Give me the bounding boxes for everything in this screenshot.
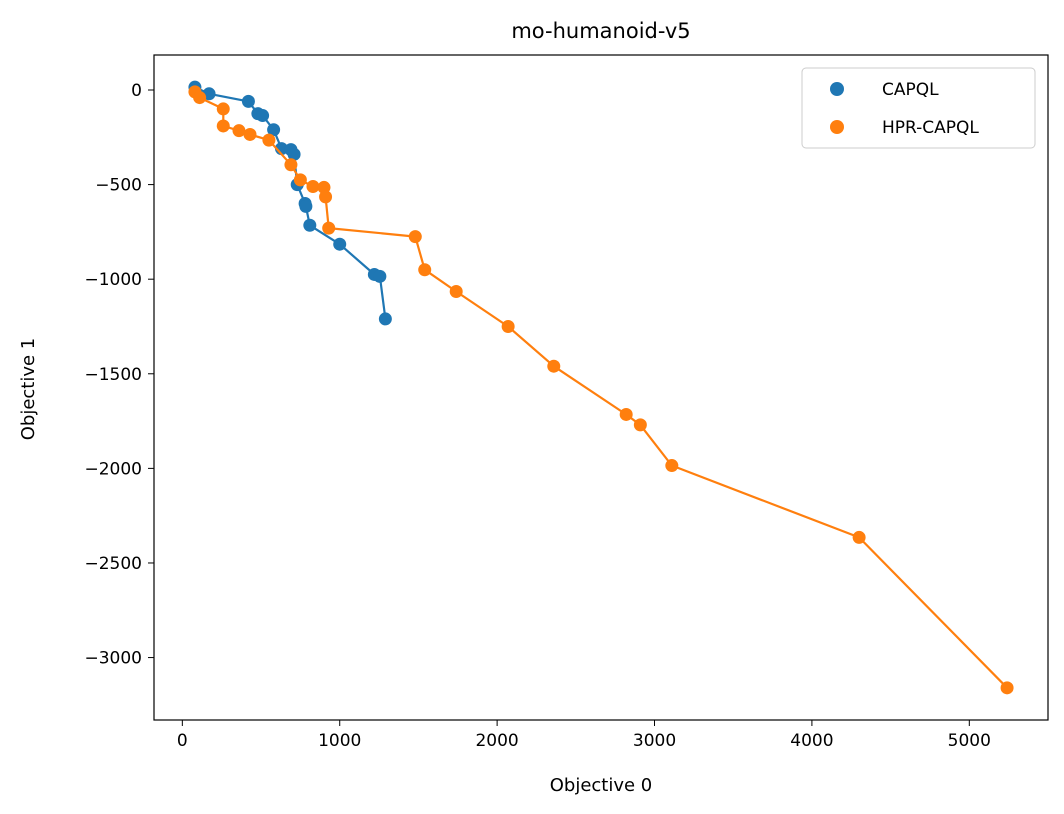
data-point-capql	[299, 199, 313, 213]
x-axis-ticks: 0 1000 2000 3000 4000 5000	[177, 720, 991, 751]
data-point-capql	[333, 237, 347, 251]
legend: CAPQL HPR-CAPQL	[801, 67, 1036, 149]
data-point-hpr-capql	[319, 190, 333, 204]
y-tick-label: −2500	[84, 554, 142, 574]
data-point-capql	[303, 218, 317, 232]
data-point-capql	[287, 147, 301, 161]
data-point-hpr-capql	[852, 530, 866, 544]
data-point-capql	[241, 94, 255, 108]
data-point-hpr-capql	[306, 179, 320, 193]
data-point-hpr-capql	[449, 284, 463, 298]
x-tick-label: 2000	[475, 731, 518, 751]
data-point-hpr-capql	[1000, 681, 1014, 695]
data-point-hpr-capql	[232, 124, 246, 138]
legend-label-hpr-capql: HPR-CAPQL	[882, 118, 979, 138]
data-point-hpr-capql	[322, 221, 336, 235]
data-point-hpr-capql	[216, 102, 230, 116]
data-point-hpr-capql	[501, 319, 515, 333]
y-axis-label: Objective 1	[18, 338, 39, 441]
data-point-hpr-capql	[408, 230, 422, 244]
y-tick-label: −3000	[84, 649, 142, 669]
x-tick-label: 1000	[318, 731, 361, 751]
data-point-hpr-capql	[262, 133, 276, 147]
data-point-hpr-capql	[284, 158, 298, 172]
data-point-capql	[373, 269, 387, 283]
plot-frame	[153, 54, 1049, 721]
x-tick-label: 4000	[790, 731, 833, 751]
data-point-hpr-capql	[547, 359, 561, 373]
y-tick-label: −2000	[84, 459, 142, 479]
y-tick-label: −1000	[84, 270, 142, 290]
data-point-hpr-capql	[243, 127, 257, 141]
data-point-hpr-capql	[193, 91, 207, 105]
data-point-hpr-capql	[418, 263, 432, 277]
data-point-hpr-capql	[293, 173, 307, 187]
x-tick-label: 5000	[948, 731, 991, 751]
x-tick-label: 0	[177, 731, 188, 751]
x-tick-label: 3000	[633, 731, 676, 751]
legend-marker-hpr-capql	[830, 120, 844, 134]
legend-label-capql: CAPQL	[882, 80, 939, 100]
y-tick-label: 0	[131, 81, 142, 101]
y-tick-label: −500	[95, 176, 142, 196]
data-point-capql	[378, 312, 392, 326]
plot-area	[188, 80, 1014, 695]
data-point-hpr-capql	[665, 459, 679, 473]
data-point-hpr-capql	[619, 407, 633, 421]
x-axis-label: Objective 0	[550, 775, 653, 796]
y-axis-ticks: 0 −500 −1000 −1500 −2000 −2500 −3000	[84, 81, 154, 669]
legend-box	[801, 67, 1036, 149]
data-point-capql	[256, 109, 270, 123]
data-point-hpr-capql	[633, 418, 647, 432]
data-point-capql	[267, 123, 281, 137]
data-point-hpr-capql	[216, 119, 230, 133]
chart-title: mo-humanoid-v5	[511, 19, 690, 43]
y-tick-label: −1500	[84, 365, 142, 385]
legend-marker-capql	[830, 82, 844, 96]
